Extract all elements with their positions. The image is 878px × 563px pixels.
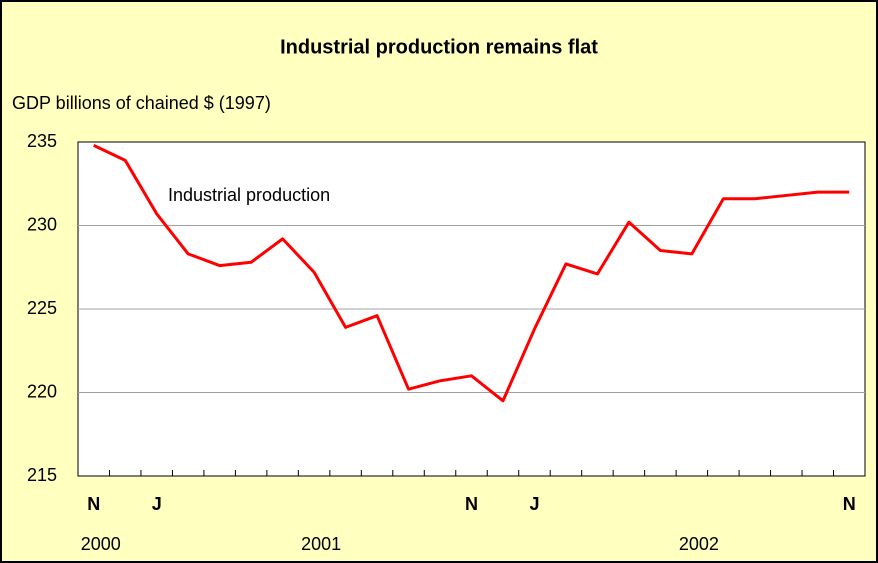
data-line: [93, 143, 850, 403]
x-tick-label: N: [87, 494, 100, 514]
y-tick-label: 220: [27, 381, 57, 401]
year-label: 2002: [679, 534, 719, 554]
x-tick-label: J: [152, 494, 162, 514]
y-tick-label: 235: [27, 131, 57, 151]
year-label: 2000: [81, 534, 121, 554]
x-tick-label: J: [529, 494, 539, 514]
y-tick-label: 225: [27, 298, 57, 318]
x-tick-label: N: [465, 494, 478, 514]
y-tick-label: 230: [27, 214, 57, 234]
year-label: 2001: [301, 534, 341, 554]
y-tick-label: 215: [27, 465, 57, 485]
y-axis-label: GDP billions of chained $ (1997): [12, 93, 271, 113]
annotation: Industrial production: [168, 185, 330, 205]
chart-title: Industrial production remains flat: [280, 36, 598, 58]
x-tick-label: N: [843, 494, 856, 514]
